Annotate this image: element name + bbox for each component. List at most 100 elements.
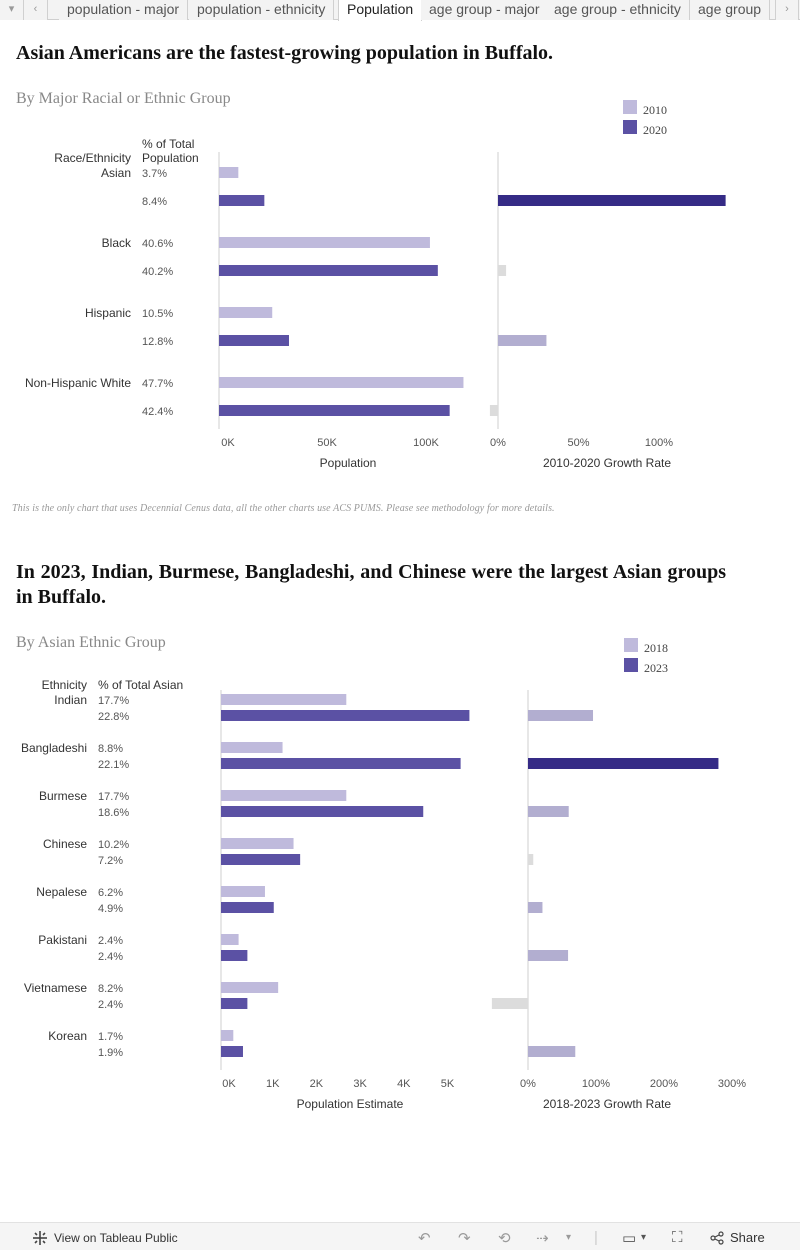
- pct-label: 17.7%: [98, 695, 129, 707]
- population-bar-hispanic-first: [219, 307, 273, 318]
- undo-icon[interactable]: ↶: [418, 1230, 431, 1247]
- column-header: Ethnicity: [42, 678, 87, 692]
- population-bar-black-first: [219, 237, 430, 248]
- population-bar-indian-second: [221, 710, 470, 721]
- redo-icon[interactable]: ↷: [458, 1230, 471, 1247]
- population-bar-black-second: [219, 265, 438, 276]
- tab-menu-dropdown[interactable]: ▾: [0, 0, 24, 20]
- pct-label: 47.7%: [142, 378, 173, 390]
- tab-scroll-right[interactable]: ›: [775, 0, 799, 20]
- fullscreen-icon[interactable]: ⛶: [672, 1229, 683, 1246]
- pct-label: 17.7%: [98, 791, 129, 803]
- population-bar-burmese-first: [221, 790, 347, 801]
- legend-swatch: [623, 100, 637, 114]
- chart1-subtitle: By Major Racial or Ethnic Group: [16, 90, 231, 107]
- tab-age-group[interactable]: age group: [690, 0, 771, 20]
- population-bar-pakistani-second: [221, 950, 248, 961]
- pct-label: 12.8%: [142, 336, 173, 348]
- share-button[interactable]: Share: [710, 1230, 765, 1245]
- pct-label: 2.4%: [98, 935, 123, 947]
- population-bar-chinese-second: [221, 854, 301, 865]
- population-bar-asian-second: [219, 195, 265, 206]
- population-bar-non-hispanic-white-second: [219, 405, 450, 416]
- pct-label: 3.7%: [142, 168, 167, 180]
- pct-label: 2.4%: [98, 999, 123, 1011]
- population-bar-indian-first: [221, 694, 347, 705]
- category-label-nepalese: Nepalese: [36, 885, 87, 899]
- tab-population-ethnicity[interactable]: population - ethnicity: [189, 0, 335, 20]
- growth-bar-black: [498, 265, 507, 276]
- growth-axis-title: 2018-2023 Growth Rate: [543, 1097, 671, 1111]
- tableau-footer: View on Tableau Public ↶ ↷ ⟲ ⇢ ▾ | ▭ ▾ ⛶…: [0, 1222, 800, 1250]
- growth-tick-label: 50%: [567, 437, 589, 449]
- category-label-asian: Asian: [101, 166, 131, 180]
- population-bar-vietnamese-first: [221, 982, 279, 993]
- column-header: Race/Ethnicity: [54, 151, 131, 165]
- population-bar-non-hispanic-white-first: [219, 377, 464, 388]
- revert-icon[interactable]: ⟲: [498, 1230, 511, 1247]
- pct-label: 10.2%: [98, 839, 129, 851]
- tab-population[interactable]: Population: [338, 0, 423, 21]
- population-bar-chinese-first: [221, 838, 294, 849]
- pct-label: 8.2%: [98, 983, 123, 995]
- download-icon[interactable]: ▭: [622, 1230, 637, 1247]
- download-dropdown-icon[interactable]: ▾: [641, 1232, 647, 1243]
- growth-bar-chinese: [528, 854, 534, 865]
- chart1-title: Asian Americans are the fastest-growing …: [16, 42, 554, 64]
- tab-age-group-ethnicity[interactable]: age group - ethnicity: [546, 0, 690, 20]
- population-bar-korean-second: [221, 1046, 243, 1057]
- legend-label: 2020: [643, 123, 667, 137]
- pct-label: 40.6%: [142, 238, 173, 250]
- x-axis-title: Population: [320, 456, 377, 470]
- growth-bar-bangladeshi: [528, 758, 719, 769]
- refresh-icon[interactable]: ⇢: [536, 1230, 549, 1247]
- tab-population-major[interactable]: population - major: [59, 0, 189, 20]
- category-label-hispanic: Hispanic: [85, 306, 131, 320]
- legend-label: 2023: [644, 661, 668, 675]
- population-bar-burmese-second: [221, 806, 424, 817]
- column-header: % of Total Asian: [98, 678, 183, 692]
- category-label-pakistani: Pakistani: [38, 933, 87, 947]
- x-tick-label: 3K: [353, 1078, 367, 1090]
- population-bar-nepalese-first: [221, 886, 265, 897]
- category-label-indian: Indian: [54, 693, 87, 707]
- growth-tick-label: 200%: [650, 1078, 678, 1090]
- growth-bar-burmese: [528, 806, 569, 817]
- x-tick-label: 4K: [397, 1078, 411, 1090]
- x-tick-label: 2K: [310, 1078, 324, 1090]
- category-label-vietnamese: Vietnamese: [24, 981, 87, 995]
- population-bar-pakistani-first: [221, 934, 239, 945]
- pct-label: 22.8%: [98, 711, 129, 723]
- pct-label: 4.9%: [98, 903, 123, 915]
- growth-bar-indian: [528, 710, 594, 721]
- share-icon: [710, 1230, 724, 1245]
- category-label-korean: Korean: [48, 1029, 87, 1043]
- pct-label: 10.5%: [142, 308, 173, 320]
- tab-scroll-left[interactable]: ‹: [24, 0, 48, 20]
- pct-label: 42.4%: [142, 406, 173, 418]
- population-bar-bangladeshi-second: [221, 758, 461, 769]
- category-label-bangladeshi: Bangladeshi: [21, 741, 87, 755]
- growth-axis-title: 2010-2020 Growth Rate: [543, 456, 671, 470]
- population-bar-korean-first: [221, 1030, 234, 1041]
- tableau-logo-icon: [33, 1231, 47, 1245]
- chart2-svg: Ethnicity % of Total Asian Indian 17.7% 22.8…: [21, 678, 746, 1111]
- growth-tick-label: 100%: [645, 437, 673, 449]
- category-label-non-hispanic-white: Non-Hispanic White: [25, 376, 131, 390]
- category-label-burmese: Burmese: [39, 789, 87, 803]
- pct-label: 6.2%: [98, 887, 123, 899]
- growth-bar-nepalese: [528, 902, 543, 913]
- growth-bar-pakistani: [528, 950, 569, 961]
- x-tick-label: 5K: [441, 1078, 455, 1090]
- refresh-dropdown-icon[interactable]: ▾: [566, 1232, 572, 1243]
- tab-age-group-major[interactable]: age group - major: [421, 0, 549, 20]
- column-header: Population: [142, 151, 199, 165]
- view-on-tableau-link[interactable]: View on Tableau Public: [32, 1230, 178, 1246]
- chart2-title: In 2023, Indian, Burmese, Bangladeshi, a…: [16, 561, 726, 608]
- population-bar-hispanic-second: [219, 335, 289, 346]
- legend-swatch: [624, 658, 638, 672]
- chart2-subtitle: By Asian Ethnic Group: [16, 634, 166, 651]
- pct-label: 8.4%: [142, 196, 167, 208]
- pct-label: 1.7%: [98, 1031, 123, 1043]
- chevron-right-icon: ›: [785, 3, 789, 15]
